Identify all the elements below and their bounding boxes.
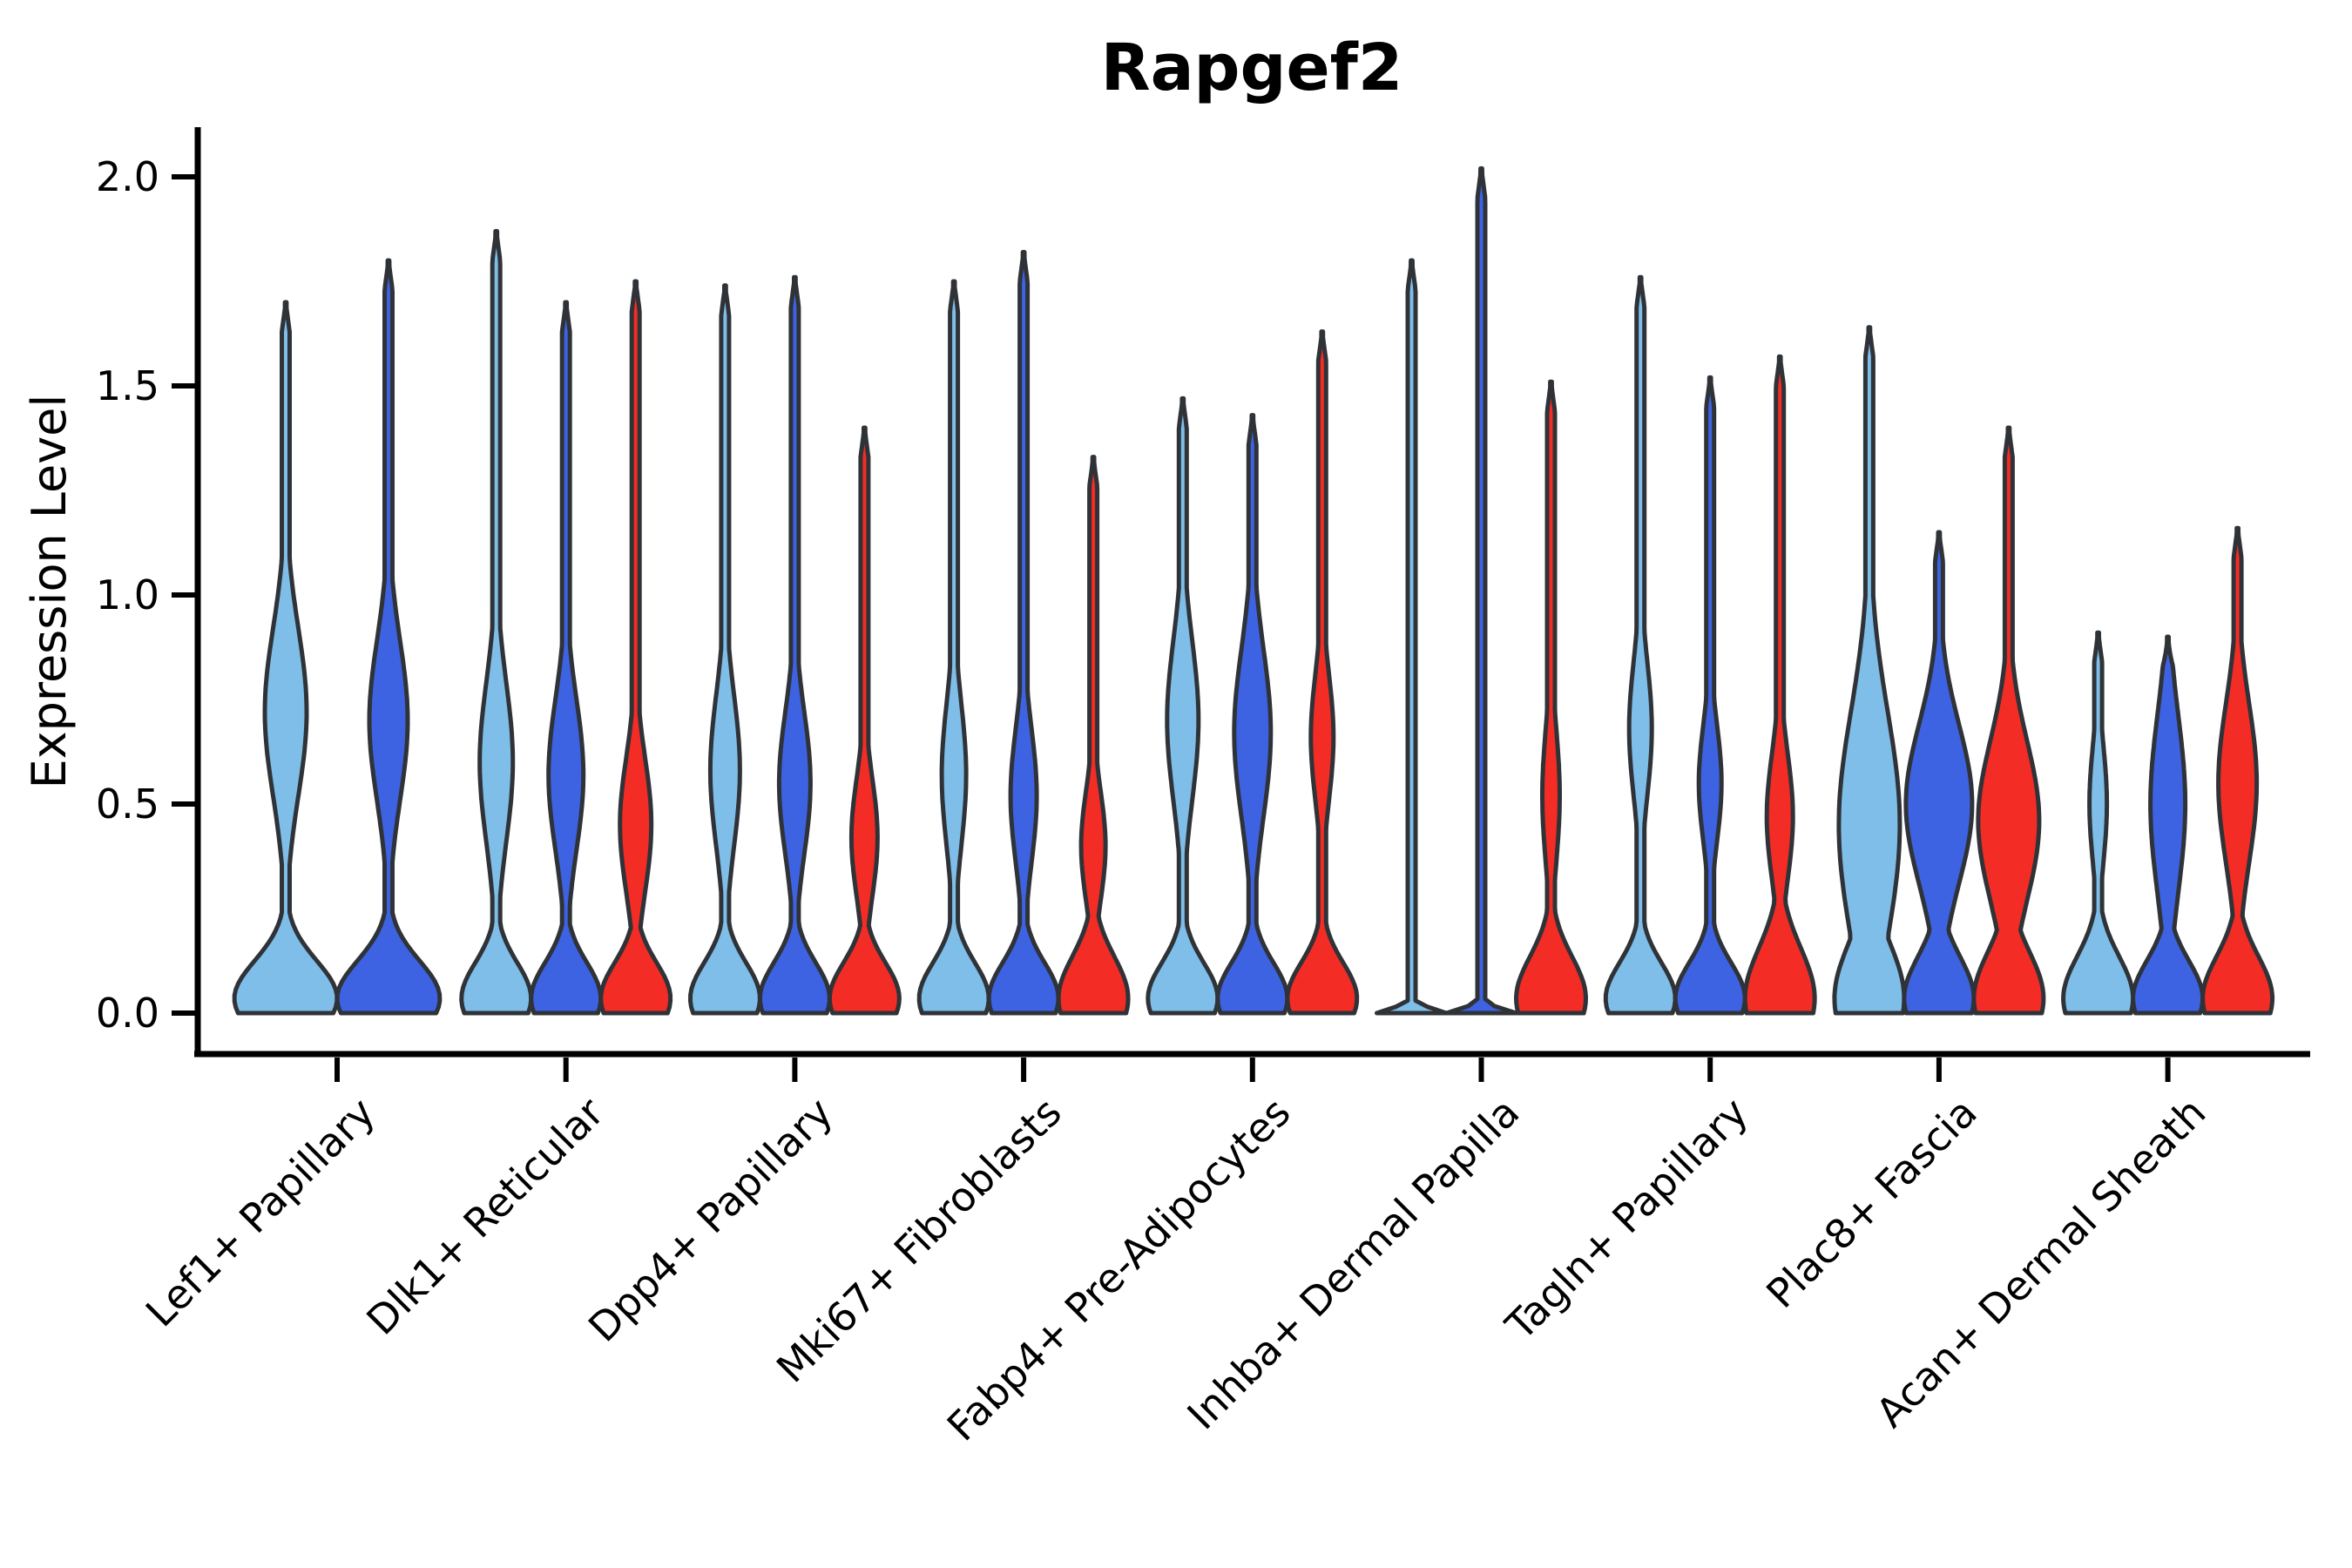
chart-title: Rapgef2 xyxy=(1101,30,1403,105)
violin-mki67-dark_blue xyxy=(986,249,1061,1016)
violin-fabp4-light_blue xyxy=(1146,395,1220,1016)
violin-mki67-red xyxy=(1056,455,1131,1016)
y-tick-label: 2.0 xyxy=(96,153,159,200)
y-tick-label: 0.5 xyxy=(96,781,159,828)
violin-acan-dark_blue xyxy=(2131,634,2206,1016)
x-tick-label: Plac8+ Fascia xyxy=(1757,1089,1985,1317)
violin-inhba-light_blue xyxy=(1375,258,1449,1016)
violin-dlk1-light_blue xyxy=(459,228,534,1016)
y-tick-label: 1.0 xyxy=(96,571,159,618)
violin-dpp4-red xyxy=(827,425,902,1016)
violin-dlk1-red xyxy=(598,279,673,1016)
y-tick-label: 1.5 xyxy=(96,362,159,409)
violin-tagln-light_blue xyxy=(1603,274,1678,1016)
violin-inhba-dark_blue xyxy=(1444,166,1518,1016)
violin-acan-light_blue xyxy=(2061,630,2136,1016)
violin-dpp4-light_blue xyxy=(688,283,762,1016)
violin-acan-red xyxy=(2200,525,2275,1016)
violin-lef1-light_blue xyxy=(232,300,340,1016)
x-tick-label: Lef1+ Papillary xyxy=(137,1089,384,1336)
violin-dlk1-dark_blue xyxy=(529,300,604,1016)
violin-tagln-dark_blue xyxy=(1673,375,1747,1016)
violin-mki67-light_blue xyxy=(916,279,991,1016)
violin-fabp4-dark_blue xyxy=(1215,413,1290,1016)
violin-fabp4-red xyxy=(1285,329,1360,1016)
x-tick-label: Tagln+ Papillary xyxy=(1496,1089,1757,1350)
violin-tagln-red xyxy=(1742,354,1817,1016)
violin-dpp4-dark_blue xyxy=(758,274,832,1016)
y-tick-label: 0.0 xyxy=(96,990,159,1037)
violin-lef1-dark_blue xyxy=(335,258,443,1016)
violin-plac8-light_blue xyxy=(1832,325,1907,1016)
y-axis-label: Expression Level xyxy=(22,395,77,789)
x-tick-label: Dlk1+ Reticular xyxy=(357,1089,612,1344)
violin-shapes xyxy=(232,166,2275,1016)
violin-plac8-dark_blue xyxy=(1902,530,1977,1016)
violin-inhba-red xyxy=(1514,379,1588,1016)
violin-plac8-red xyxy=(1971,425,2046,1016)
x-tick-label: Dpp4+ Papillary xyxy=(579,1089,841,1351)
